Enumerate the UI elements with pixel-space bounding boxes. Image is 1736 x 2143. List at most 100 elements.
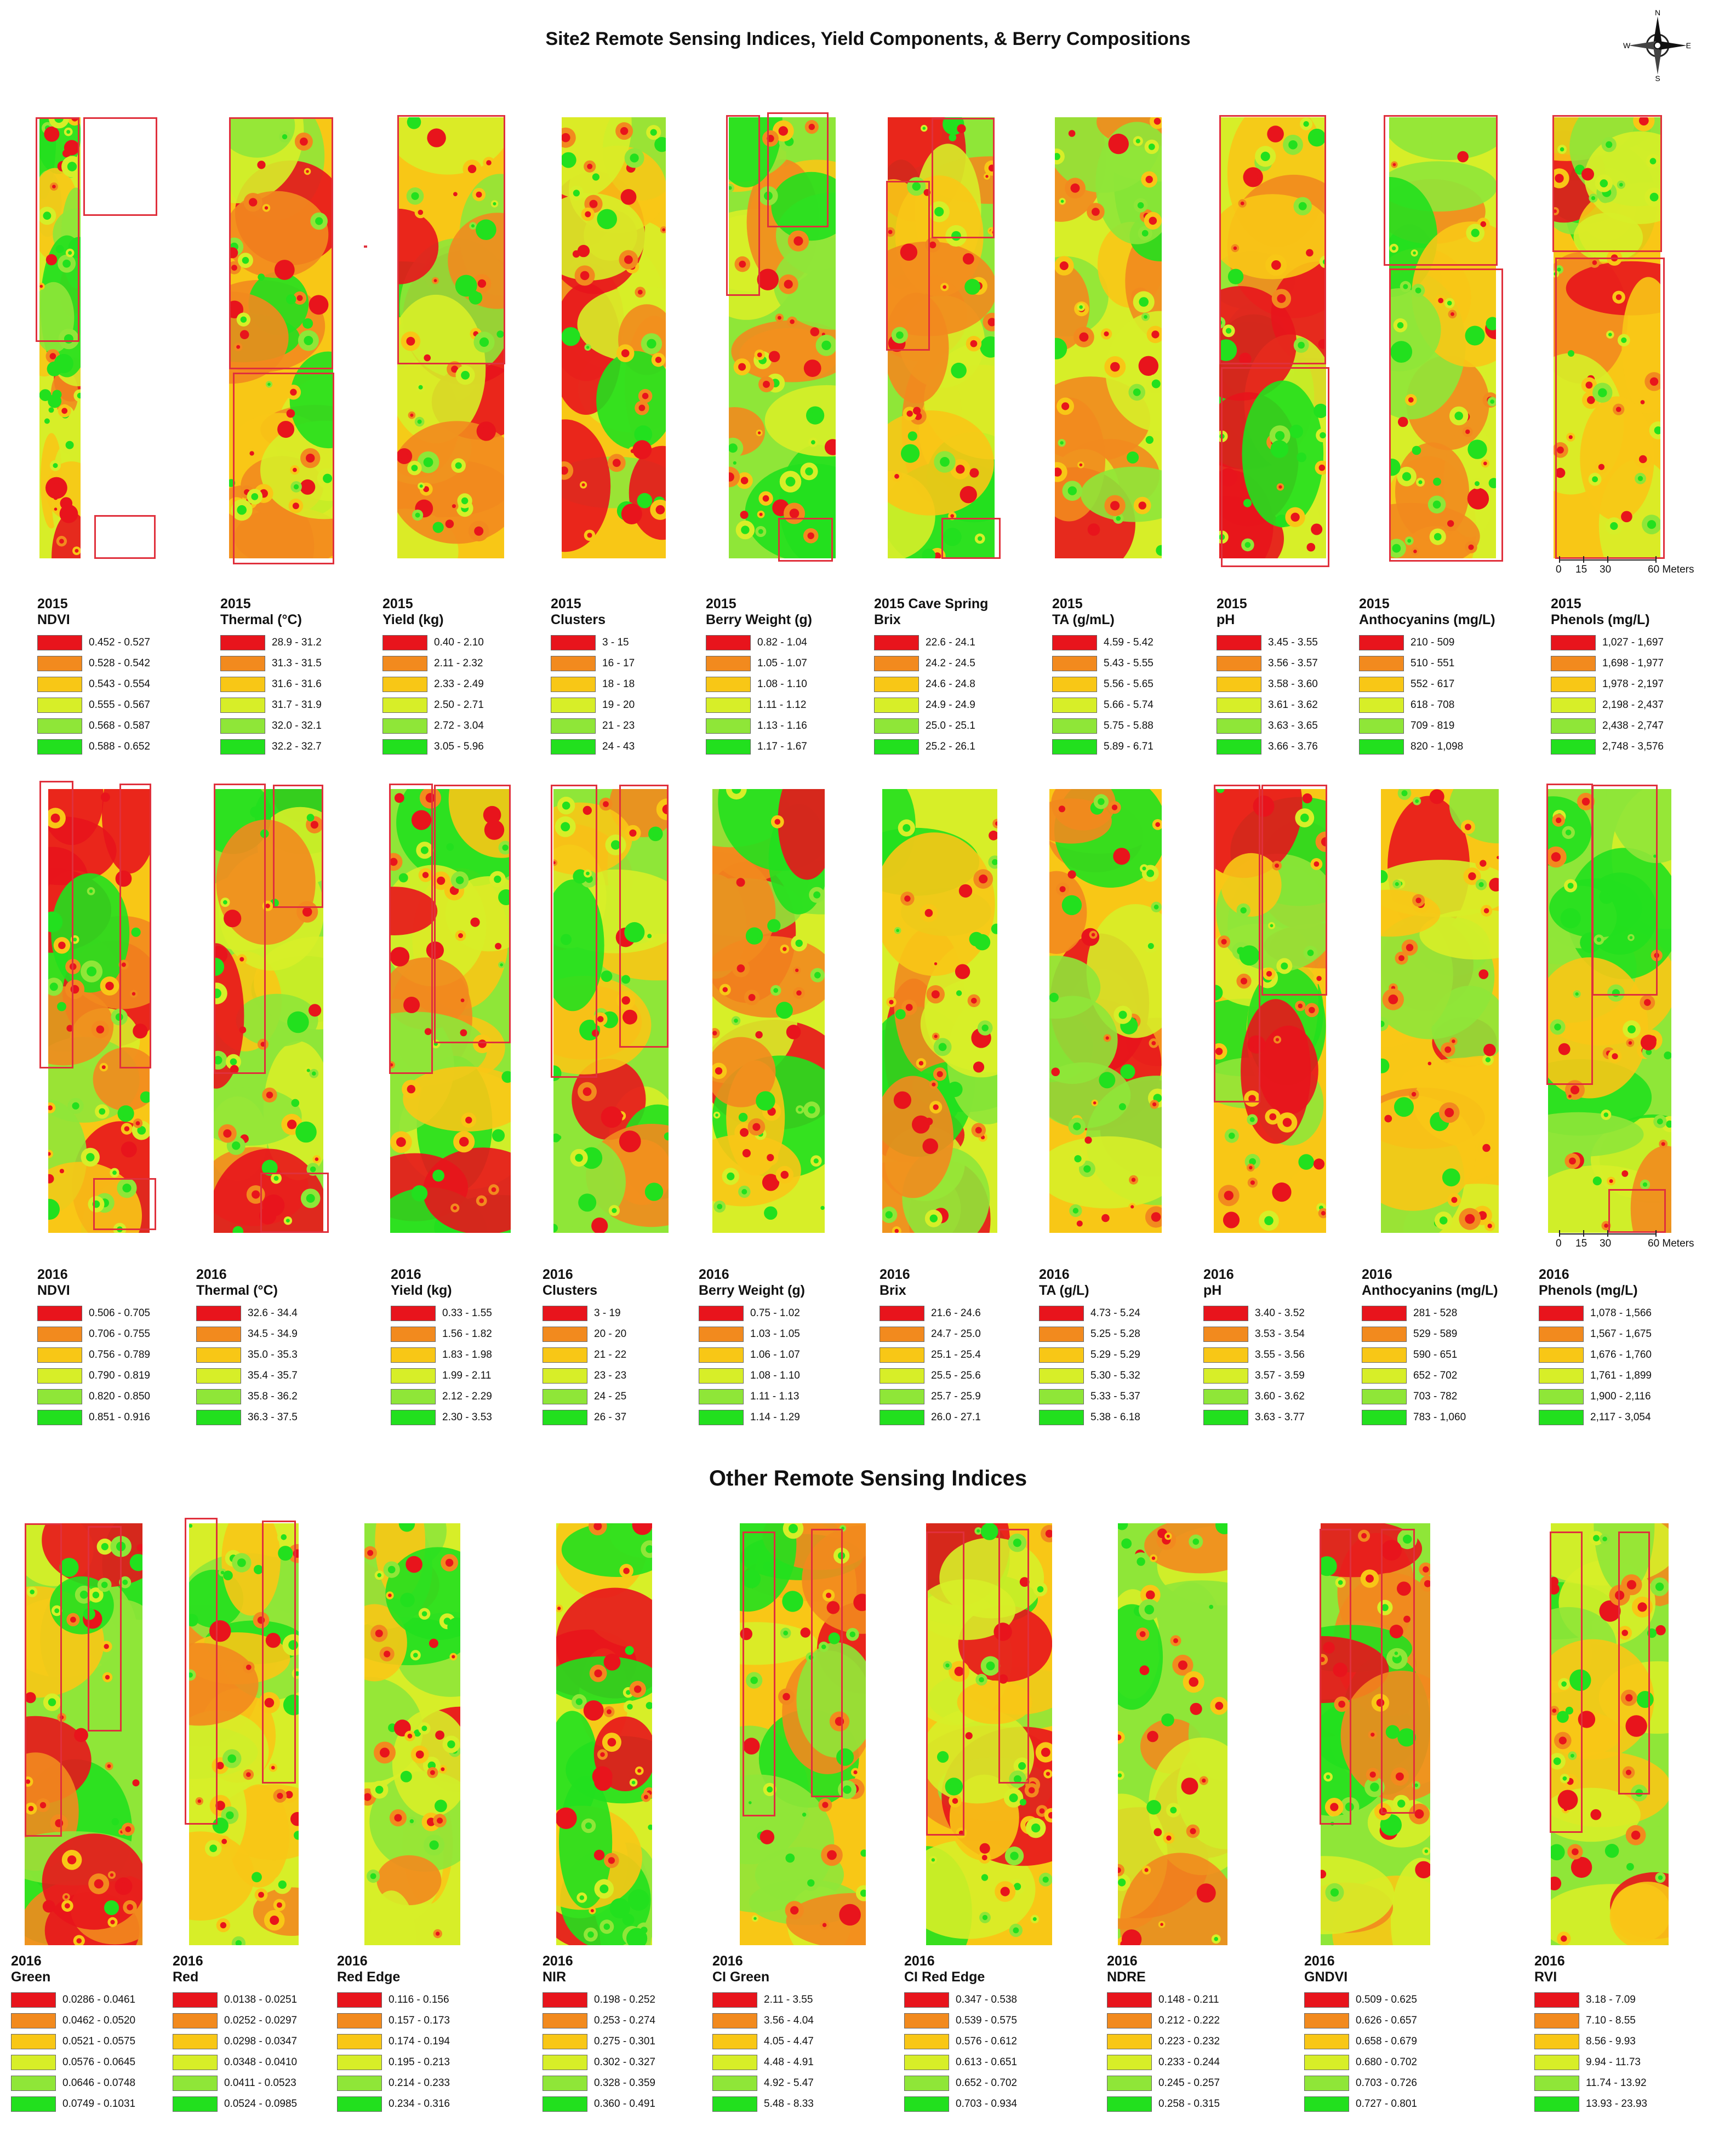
legend-year: 2015 [1359,596,1390,612]
legend-swatch [874,739,919,755]
legend-range-label: 2.72 - 3.04 [434,720,484,732]
legend-swatch [173,2055,218,2070]
legend-class: 24 - 43 [551,736,688,757]
legend-title: Brix [874,612,901,627]
legend-class: 0.0749 - 0.1031 [11,2094,148,2115]
north-arrow-compass-icon: N S E W [1622,8,1693,83]
map-row2016-anthocyanins-mg-l [1381,789,1499,1233]
legend-swatch [1551,718,1596,734]
legend-class: 18 - 18 [551,674,688,695]
legend-class: 652 - 702 [1362,1365,1499,1386]
legend-class: 25.1 - 25.4 [880,1345,1017,1365]
legend-swatch [551,677,596,692]
map-row_other-nir [556,1523,652,1945]
legend-range-label: 3.40 - 3.52 [1255,1307,1305,1319]
legend-swatch [173,2096,218,2112]
legend-swatch [337,2013,382,2028]
legend-swatch [391,1368,436,1384]
legend-class: 0.275 - 0.301 [542,2031,679,2052]
legend-class: 0.0411 - 0.0523 [173,2073,310,2094]
legend-class: 2.11 - 3.55 [712,1990,849,2010]
legend-class: 0.0348 - 0.0410 [173,2052,310,2073]
legend-range-label: 0.0411 - 0.0523 [224,2077,296,2089]
legend-swatch [1534,2055,1579,2070]
legend-range-label: 3 - 15 [602,637,629,648]
legend-range-label: 0.234 - 0.316 [389,2098,450,2110]
legend-swatch [391,1347,436,1363]
legend-range-label: 0.543 - 0.554 [89,678,150,690]
legend-swatch [542,2055,587,2070]
legend-class: 19 - 20 [551,695,688,716]
legend-swatch [1539,1389,1584,1404]
legend-range-label: 5.25 - 5.28 [1090,1328,1140,1340]
legend-range-label: 0.506 - 0.705 [89,1307,150,1319]
legend-class: 2,117 - 3,054 [1539,1407,1676,1428]
legend-range-label: 1.56 - 1.82 [442,1328,492,1340]
legend-range-label: 5.43 - 5.55 [1104,658,1153,669]
legend-swatch [1551,739,1596,755]
legend-range-label: 0.0462 - 0.0520 [62,2015,136,2026]
legend-range-label: 3.56 - 3.57 [1268,658,1318,669]
legend-range-label: 0.157 - 0.173 [389,2015,450,2026]
legend-class: 1.83 - 1.98 [391,1345,528,1365]
legend-range-label: 2.11 - 2.32 [434,658,483,669]
legend-class: 0.0252 - 0.0297 [173,2010,310,2031]
legend-swatch [173,1992,218,2008]
legend-title: Berry Weight (g) [699,1283,805,1298]
legend-range-label: 0.0298 - 0.0347 [224,2036,298,2047]
legend-swatch [699,1306,744,1321]
legend-swatch [1052,656,1097,671]
legend-swatch [220,718,265,734]
legend-swatch [173,2013,218,2028]
legend-title: Thermal (°C) [220,612,302,627]
legend-swatch [1551,656,1596,671]
legend-title: Green [11,1969,51,1985]
legend-range-label: 281 - 528 [1413,1307,1458,1319]
legend-class: 28.9 - 31.2 [220,632,357,653]
map-row2015-yield-kg [397,117,504,558]
legend-range-label: 31.7 - 31.9 [272,699,322,711]
legend-row2015-thermal-c: 2015 Thermal (°C) 28.9 - 31.2 31.3 - 31.5 31… [220,596,357,757]
stray-marker [364,245,367,248]
legend-range-label: 0.528 - 0.542 [89,658,150,669]
map-row2015-thermal-c [229,117,333,558]
legend-range-label: 24.2 - 24.5 [926,658,975,669]
legend-swatch [382,656,427,671]
legend-class: 5.38 - 6.18 [1039,1407,1176,1428]
legend-swatch [904,2055,949,2070]
legend-class: 22.6 - 24.1 [874,632,1011,653]
legend-swatch [196,1306,241,1321]
legend-class: 0.75 - 1.02 [699,1303,836,1324]
legend-title: NIR [542,1969,567,1985]
legend-swatch [706,656,751,671]
legend-range-label: 0.652 - 0.702 [956,2077,1017,2089]
legend-class: 0.347 - 0.538 [904,1990,1041,2010]
legend-year: 2015 [382,596,413,612]
map-row2016-ndvi [48,789,150,1233]
legend-swatch [880,1389,924,1404]
legend-year: 2015 [1217,596,1247,612]
legend-class: 1,900 - 2,116 [1539,1386,1676,1407]
legend-row_other-red: 2016 Red 0.0138 - 0.0251 0.0252 - 0.0297 0.0… [173,1953,310,2115]
legend-class: 709 - 819 [1359,716,1496,736]
legend-swatch [1359,677,1404,692]
legend-class: 5.33 - 5.37 [1039,1386,1176,1407]
legend-range-label: 3.61 - 3.62 [1268,699,1318,711]
legend-range-label: 5.75 - 5.88 [1104,720,1153,732]
legend-range-label: 5.29 - 5.29 [1090,1349,1140,1361]
legend-swatch [382,698,427,713]
legend-class: 5.75 - 5.88 [1052,716,1189,736]
legend-range-label: 0.0348 - 0.0410 [224,2056,298,2068]
legend-range-label: 0.212 - 0.222 [1158,2015,1220,2026]
legend-row2015-anthocyanins-mg-l: 2015 Anthocyanins (mg/L) 210 - 509 510 - 55… [1359,596,1496,757]
legend-swatch [173,2076,218,2091]
legend-range-label: 0.452 - 0.527 [89,637,150,648]
legend-class: 9.94 - 11.73 [1534,2052,1671,2073]
legend-range-label: 0.680 - 0.702 [1356,2056,1417,2068]
legend-row2016-thermal-c: 2016 Thermal (°C) 32.6 - 34.4 34.5 - 34.9 35… [196,1267,333,1428]
legend-range-label: 7.10 - 8.55 [1586,2015,1636,2026]
legend-title: NDVI [37,612,70,627]
legend-range-label: 618 - 708 [1410,699,1455,711]
legend-range-label: 0.253 - 0.274 [594,2015,655,2026]
legend-range-label: 5.38 - 6.18 [1090,1411,1140,1423]
